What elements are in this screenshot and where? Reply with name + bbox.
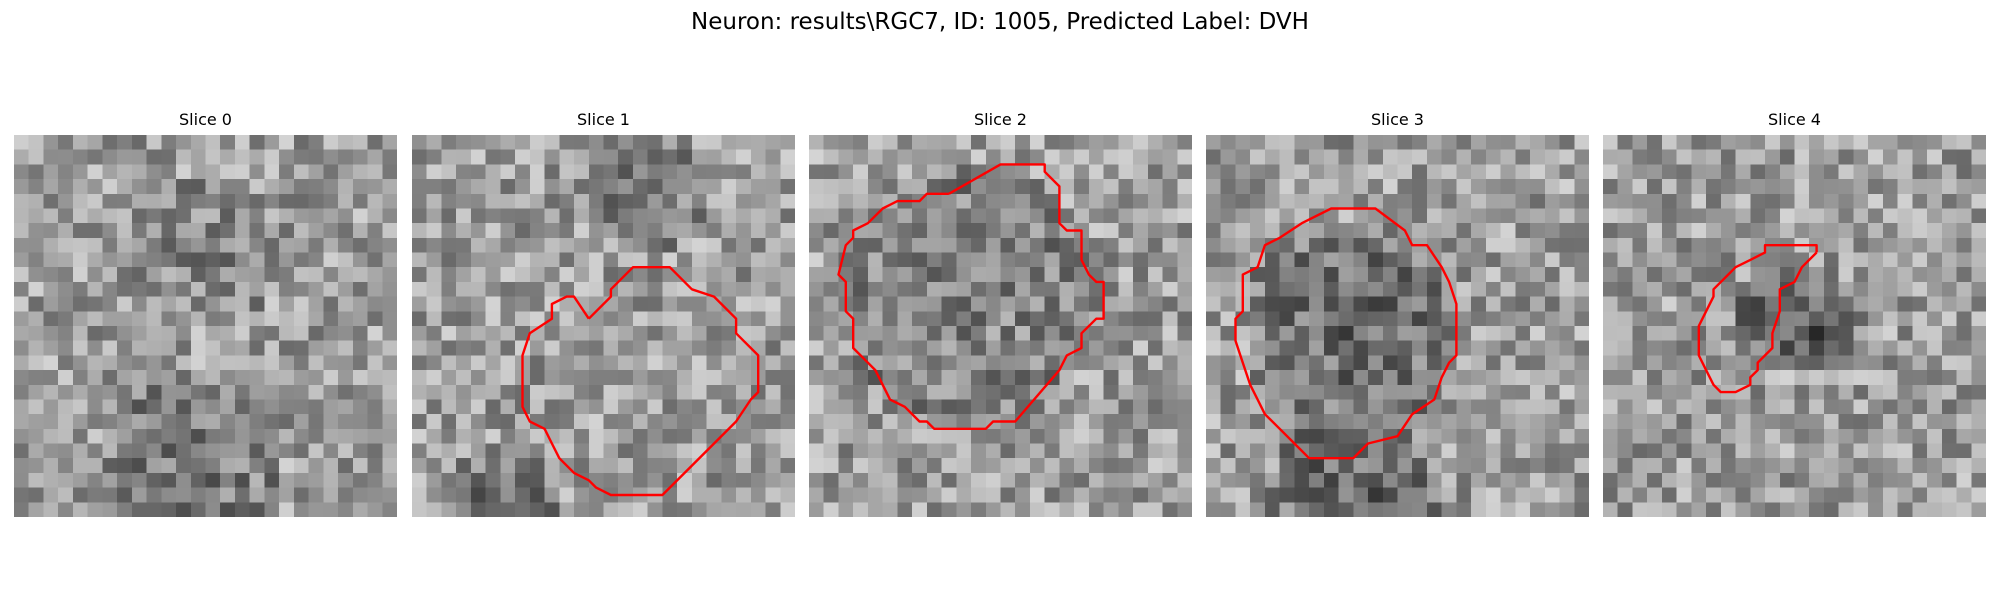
slice-4-contour [1697,243,1818,394]
slice-2-contour [837,163,1105,430]
panel-title-slice-4: Slice 4 [1768,110,1821,129]
slice-0-svg [14,135,397,517]
slice-0-image [14,135,397,517]
panel-title-slice-2: Slice 2 [974,110,1027,129]
panel-title-slice-1: Slice 1 [577,110,630,129]
figure-title: Neuron: results\RGC7, ID: 1005, Predicte… [691,9,1309,35]
slice-2-image [809,135,1192,517]
slice-4-image [1603,135,1986,517]
slice-2-svg [809,135,1192,517]
slice-3-svg [1206,135,1589,517]
slice-4-svg [1603,135,1986,517]
slice-1-svg [412,135,795,517]
panel-title-slice-3: Slice 3 [1371,110,1424,129]
panel-title-slice-0: Slice 0 [179,110,232,129]
slice-1-image [412,135,795,517]
slice-1-contour [521,265,760,497]
slice-3-contour [1234,207,1458,460]
slice-3-image [1206,135,1589,517]
